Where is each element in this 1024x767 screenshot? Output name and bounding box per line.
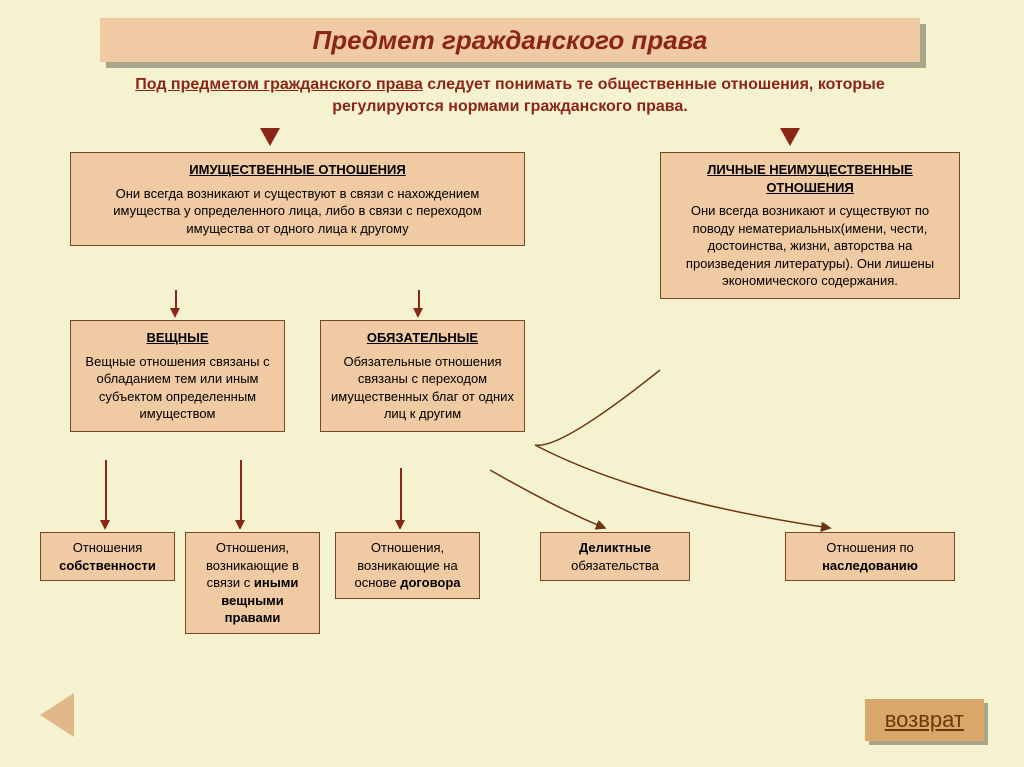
leaf-other-real: Отношения, возникающие в связи с иными в… [185, 532, 320, 634]
return-button[interactable]: возврат [865, 699, 984, 741]
nav-back-button[interactable] [40, 693, 74, 737]
box-personal-body: Они всегда возникают и существуют по пов… [686, 203, 934, 288]
box-obligatory-relations: ОБЯЗАТЕЛЬНЫЕ Обязательные отношения связ… [320, 320, 525, 432]
arrow-to-personal [780, 128, 800, 146]
arrow-to-property [260, 128, 280, 146]
box-property-head: ИМУЩЕСТВЕННЫЕ ОТНОШЕНИЯ [81, 161, 514, 179]
subtitle: Под предметом гражданского права следует… [100, 74, 920, 117]
box-real-body: Вещные отношения связаны с обладанием те… [85, 354, 269, 422]
leaf-contract: Отношения, возникающие на основе договор… [335, 532, 480, 599]
arrow-to-oblig [413, 308, 423, 318]
stem-own [105, 460, 107, 520]
leaf-ownership: Отношения собственности [40, 532, 175, 581]
box-real-relations: ВЕЩНЫЕ Вещные отношения связаны с облада… [70, 320, 285, 432]
slide: Предмет гражданского права Под предметом… [0, 0, 1024, 767]
box-property-body: Они всегда возникают и существуют в связ… [113, 186, 481, 236]
box-property-relations: ИМУЩЕСТВЕННЫЕ ОТНОШЕНИЯ Они всегда возни… [70, 152, 525, 246]
stem-to-real [175, 290, 177, 308]
arrow-other [235, 520, 245, 530]
arrow-to-real [170, 308, 180, 318]
stem-to-oblig [418, 290, 420, 308]
box-real-head: ВЕЩНЫЕ [81, 329, 274, 347]
leaf-inherit: Отношения по наследованию [785, 532, 955, 581]
stem-contract [400, 468, 402, 520]
box-oblig-body: Обязательные отношения связаны с переход… [331, 354, 514, 422]
box-personal-head: ЛИЧНЫЕ НЕИМУЩЕСТВЕННЫЕ ОТНОШЕНИЯ [671, 161, 949, 196]
stem-other [240, 460, 242, 520]
arrow-contract [395, 520, 405, 530]
box-oblig-head: ОБЯЗАТЕЛЬНЫЕ [331, 329, 514, 347]
slide-title: Предмет гражданского права [100, 18, 920, 62]
box-personal-relations: ЛИЧНЫЕ НЕИМУЩЕСТВЕННЫЕ ОТНОШЕНИЯ Они все… [660, 152, 960, 299]
leaf-delict: Деликтные обязательства [540, 532, 690, 581]
arrow-own [100, 520, 110, 530]
subtitle-underlined: Под предметом гражданского права [135, 76, 423, 93]
